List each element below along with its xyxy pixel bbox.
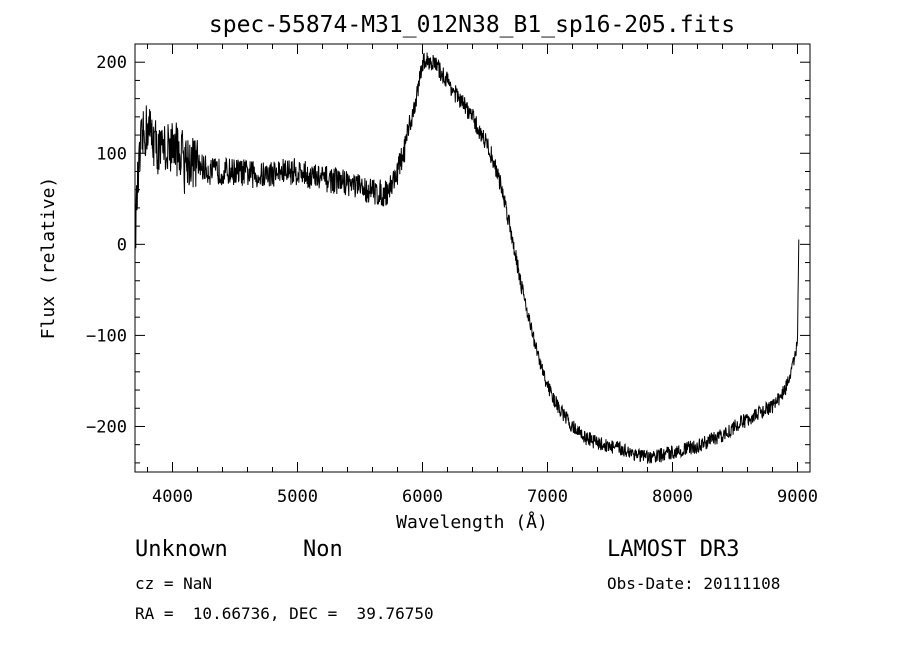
coordinates-label: RA = 10.66736, DEC = 39.76750 — [135, 604, 434, 623]
y-tick-label: 200 — [96, 53, 127, 73]
x-tick-label: 4000 — [152, 487, 193, 507]
x-tick-label: 5000 — [277, 487, 318, 507]
y-tick-label: −200 — [86, 417, 127, 437]
axis-ticks — [135, 43, 810, 472]
y-tick-label: 100 — [96, 144, 127, 164]
x-axis-label: Wavelength (Å) — [396, 511, 548, 533]
x-tick-label: 9000 — [777, 487, 818, 507]
y-tick-label: 0 — [117, 235, 127, 255]
spectrum-line — [134, 52, 800, 464]
y-axis-label: Flux (relative) — [38, 177, 59, 340]
survey-label: LAMOST DR3 — [607, 537, 740, 562]
obs-date-label: Obs-Date: 20111108 — [607, 574, 781, 593]
x-tick-label: 6000 — [402, 487, 443, 507]
x-tick-label: 8000 — [652, 487, 693, 507]
class-label: Unknown — [135, 537, 228, 562]
subclass-label: Non — [303, 537, 343, 562]
axis-tick-labels: 4000 5000 6000 7000 8000 9000 −200 −100 0 100 200 — [86, 53, 818, 507]
plot-frame — [134, 43, 811, 473]
x-tick-label: 7000 — [527, 487, 568, 507]
redshift-label: cz = NaN — [135, 574, 213, 593]
chart-title: spec-55874-M31_012N38_B1_sp16-205.fits — [209, 12, 735, 38]
y-tick-label: −100 — [86, 326, 127, 346]
